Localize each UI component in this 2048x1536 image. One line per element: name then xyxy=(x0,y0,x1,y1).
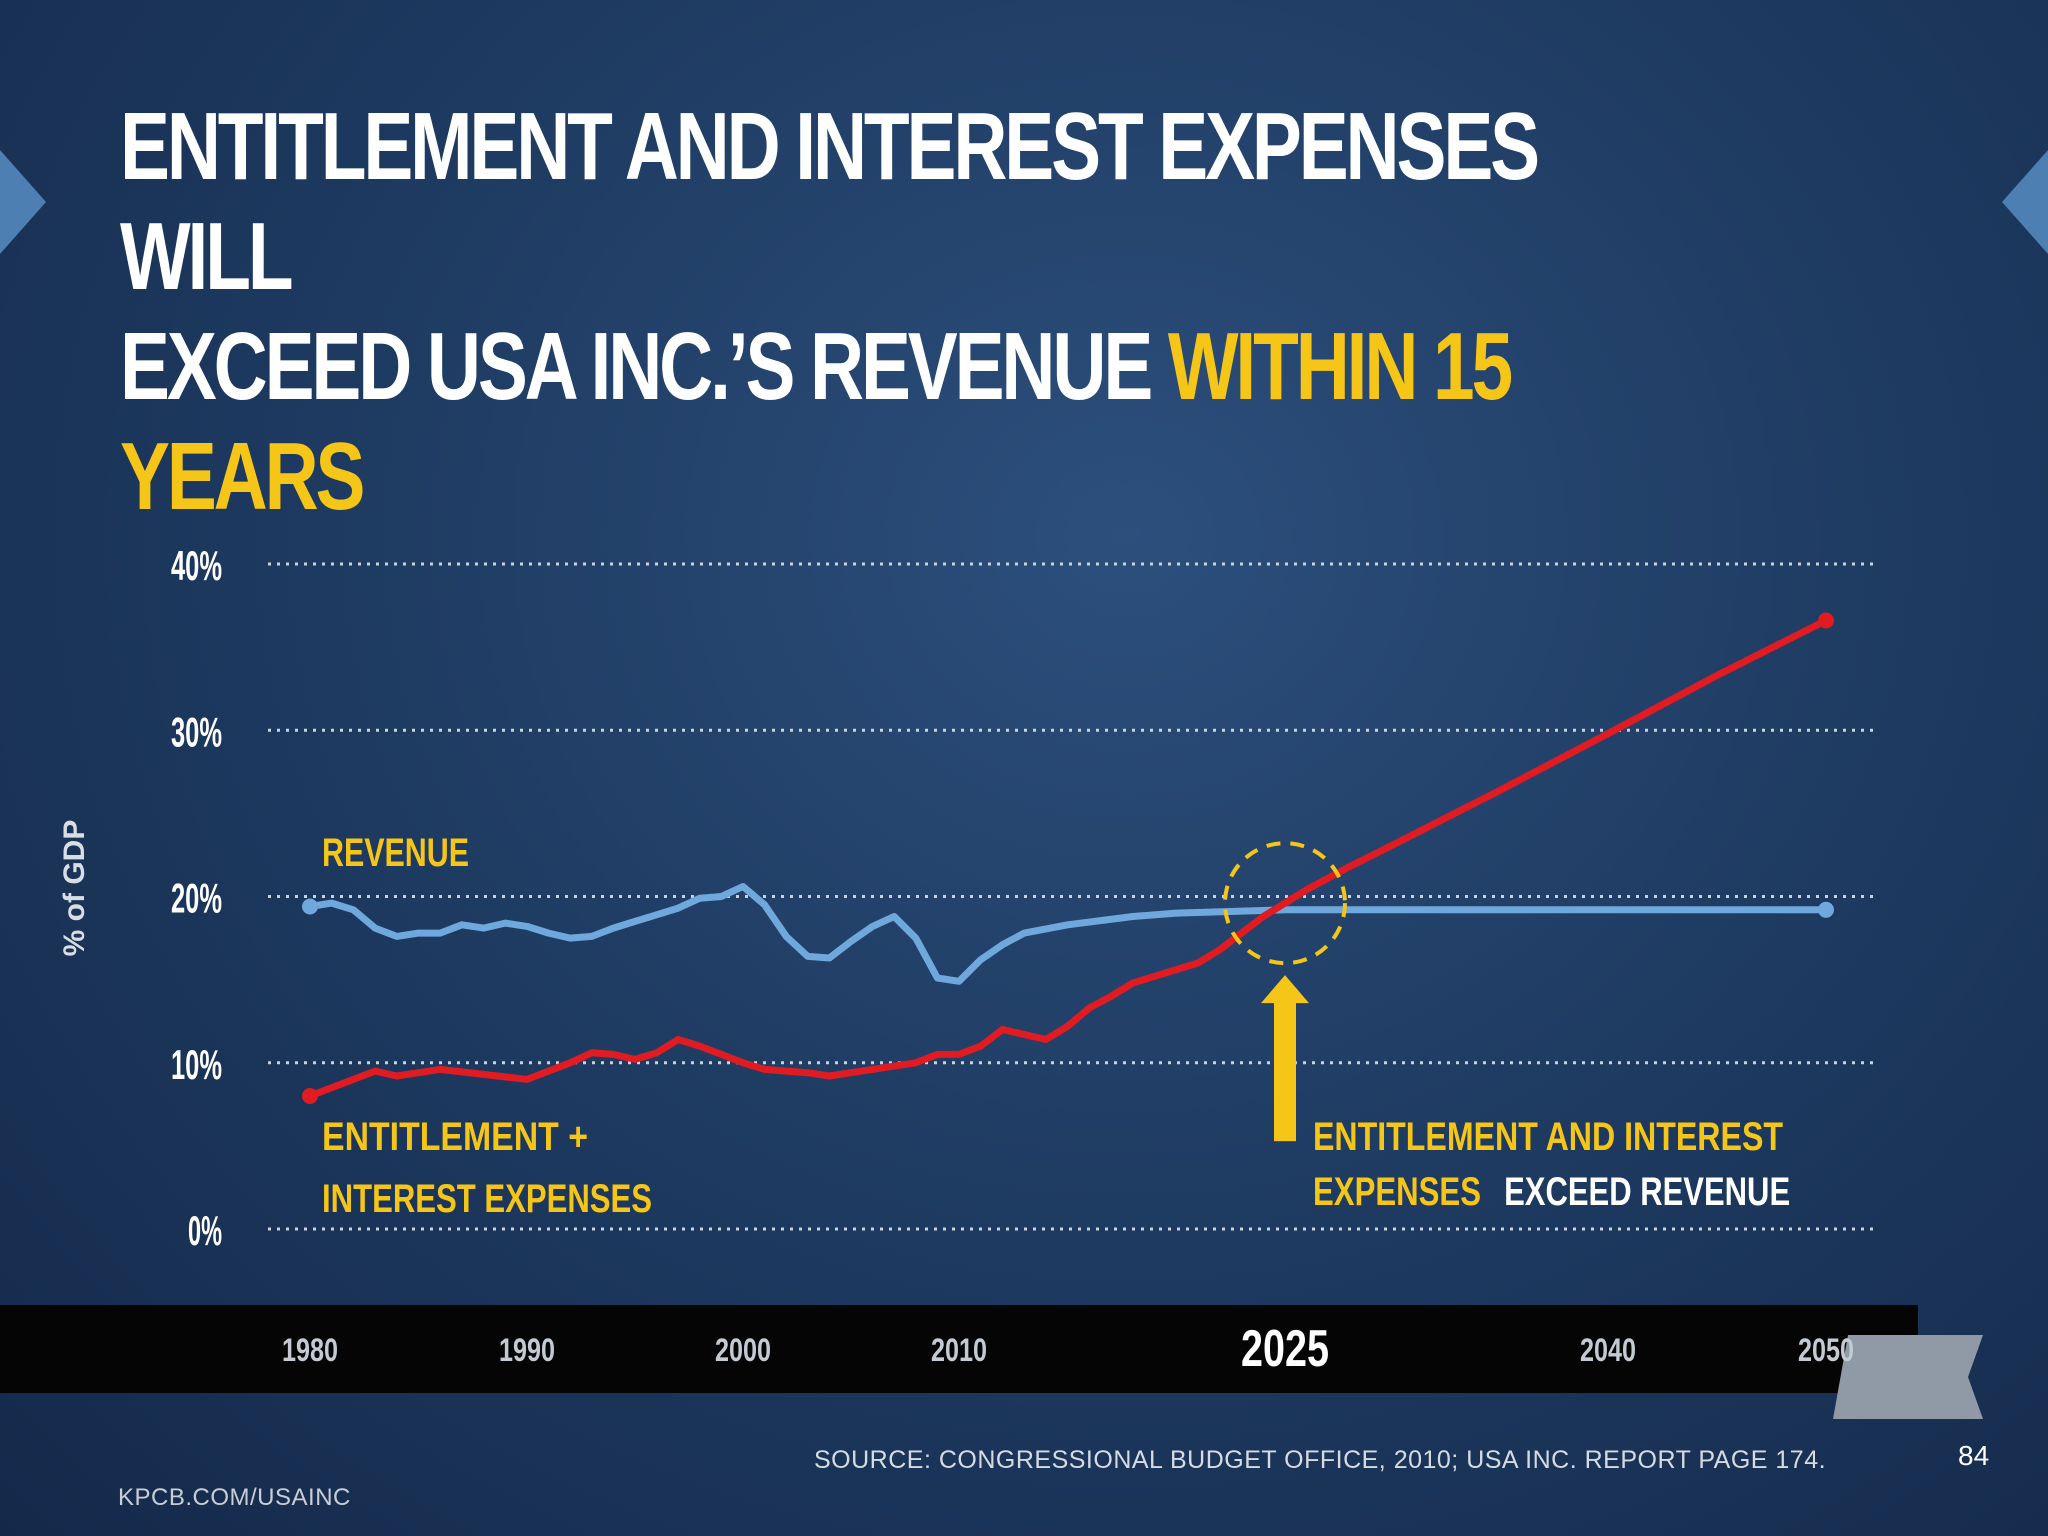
previous-slide-arrow-icon[interactable] xyxy=(0,150,46,254)
expenses-series-label-line-2: INTEREST EXPENSES xyxy=(322,1177,652,1221)
revenue-end-point xyxy=(1818,901,1834,918)
x-tick-layer: 1980 1990 2000 2010 2025 2040 2050 xyxy=(282,1320,1854,1378)
crossover-note-line-1: ENTITLEMENT AND INTEREST xyxy=(1313,1115,1783,1159)
expenses-series-label-line-1: ENTITLEMENT + xyxy=(322,1115,588,1159)
crossover-arrow-shaft xyxy=(1274,1001,1296,1142)
x-tick-label: 2040 xyxy=(1580,1332,1636,1368)
x-axis-band xyxy=(0,1305,1918,1393)
y-tick-label: 40% xyxy=(171,542,222,589)
x-tick-label: 2025 xyxy=(1241,1320,1329,1378)
title-line-1: ENTITLEMENT AND INTEREST EXPENSES WILL xyxy=(120,93,1540,310)
expenses-end-point xyxy=(1818,612,1834,629)
expenses-start-point xyxy=(302,1088,318,1104)
x-tick-label: 2050 xyxy=(1798,1332,1854,1368)
x-tick-label: 1980 xyxy=(282,1332,338,1368)
revenue-start-point xyxy=(302,898,318,915)
crossover-note-line-2: EXPENSES EXCEED REVENUE xyxy=(1313,1170,1790,1214)
flag-decoration xyxy=(1833,1335,1983,1419)
slide-title: ENTITLEMENT AND INTEREST EXPENSES WILL E… xyxy=(120,92,1540,532)
y-tick-label: 20% xyxy=(171,875,222,922)
site-url[interactable]: KPCB.COM/USAINC xyxy=(118,1484,351,1511)
y-tick-label: 10% xyxy=(171,1041,222,1088)
series-layer xyxy=(302,612,1834,1104)
crossover-note-expenses: EXPENSES xyxy=(1313,1170,1481,1214)
next-slide-arrow-icon[interactable] xyxy=(2002,150,2048,254)
annotation-layer xyxy=(1223,841,1347,1142)
page-number: 84 xyxy=(1958,1440,1990,1471)
y-tick-label: 30% xyxy=(171,708,222,755)
crossover-circle xyxy=(1223,841,1347,966)
title-highlight: WITHIN 15 YEARS xyxy=(120,313,1513,530)
source-note: SOURCE: CONGRESSIONAL BUDGET OFFICE, 201… xyxy=(814,1446,1827,1474)
y-tick-layer: 0% 10% 20% 30% 40% xyxy=(171,542,222,1254)
grid-layer xyxy=(268,562,1876,1231)
crossover-arrow-head-icon xyxy=(1261,975,1309,1004)
x-tick-label: 2000 xyxy=(715,1332,771,1368)
y-tick-label: 0% xyxy=(188,1207,222,1254)
x-tick-label: 1990 xyxy=(499,1332,555,1368)
title-line-2: EXCEED USA INC.’S REVENUE xyxy=(120,313,1153,420)
revenue-line xyxy=(306,883,1830,985)
y-axis-label: % of GDP xyxy=(58,820,91,957)
x-tick-label: 2010 xyxy=(931,1332,987,1368)
expenses-line xyxy=(306,617,1830,1100)
revenue-series-label: REVENUE xyxy=(322,831,469,875)
crossover-note-exceed: EXCEED REVENUE xyxy=(1504,1170,1790,1214)
